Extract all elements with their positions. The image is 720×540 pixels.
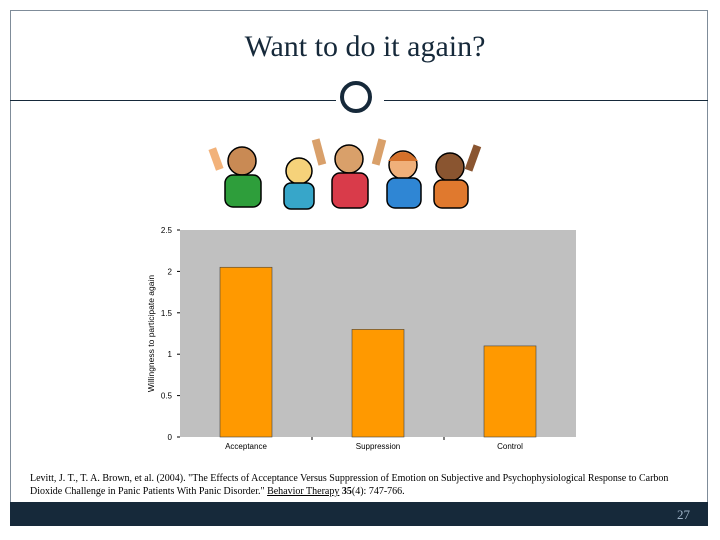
citation-journal: Behavior Therapy <box>267 486 340 497</box>
x-tick-label: Acceptance <box>225 442 267 451</box>
x-tick-label: Suppression <box>356 442 400 451</box>
y-tick-label: 2.5 <box>161 226 173 235</box>
y-tick-label: 2 <box>168 267 173 276</box>
citation-volume: 35 <box>341 486 352 497</box>
ring-icon <box>340 81 372 113</box>
y-tick-label: 1.5 <box>161 309 173 318</box>
citation-text: Levitt, J. T., T. A. Brown, et al. (2004… <box>30 473 669 497</box>
title-divider-left <box>10 100 336 101</box>
page-number: 27 <box>677 507 690 522</box>
cheering-cartoon-people-icon <box>207 133 483 211</box>
citation: Levitt, J. T., T. A. Brown, et al. (2004… <box>30 472 700 498</box>
footer-bar: 27 <box>10 502 708 526</box>
title-divider-right <box>384 100 708 101</box>
bar <box>219 266 273 438</box>
citation-pages: (4): 747-766. <box>351 486 405 497</box>
bar <box>351 329 405 438</box>
y-axis-label: Willingness to participate again <box>146 275 156 392</box>
slide-title: Want to do it again? <box>244 30 486 63</box>
y-tick-label: 1 <box>168 350 173 359</box>
x-tick-label: Control <box>497 442 523 451</box>
bar <box>483 345 537 438</box>
y-tick-label: 0.5 <box>161 392 173 401</box>
y-tick-label: 0 <box>168 433 173 442</box>
bar-chart: 0 0.5 1 1.5 2 2.5 Willingness to participate a… <box>146 226 576 451</box>
